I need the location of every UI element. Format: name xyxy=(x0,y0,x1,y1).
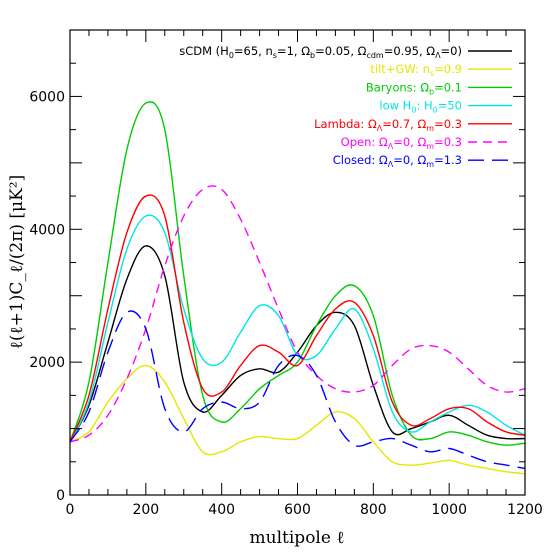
x-tick-label: 600 xyxy=(284,502,311,518)
legend-entry-1: tilt+GW: ns=0.9 xyxy=(370,62,462,78)
x-tick-label: 200 xyxy=(132,502,159,518)
series-line-1 xyxy=(69,364,526,475)
x-tick-label: 1000 xyxy=(431,502,467,518)
x-tick-label: 0 xyxy=(66,502,75,518)
x-tick-label: 1200 xyxy=(507,502,543,518)
legend-entry-6: Closed: ΩΛ=0, Ωm=1.3 xyxy=(333,153,462,169)
y-axis-title: ℓ(ℓ+1)C_ℓ/(2π) [μK²] xyxy=(7,175,27,349)
series-line-0 xyxy=(69,245,526,443)
x-tick-label: 400 xyxy=(208,502,235,518)
series-line-4 xyxy=(69,194,526,443)
axis-ticks: 0 200 400 600 800 1000 1200 0 2000 4000 6000 xyxy=(29,29,543,518)
y-tick-label: 4000 xyxy=(29,222,65,238)
legend-entry-3: low H0: H0=50 xyxy=(379,99,462,115)
series-line-2 xyxy=(69,101,526,446)
y-tick-label: 2000 xyxy=(29,355,65,371)
legend-entry-5: Open: ΩΛ=0, Ωm=0.3 xyxy=(341,135,462,151)
legend-entry-0: sCDM (H0=65, ns=1, Ωb=0.05, Ωcdm=0.95, Ω… xyxy=(179,44,462,60)
legend-entry-2: Baryons: Ωb=0.1 xyxy=(366,80,462,96)
legend-entry-4: Lambda: ΩΛ=0.7, Ωm=0.3 xyxy=(314,117,462,133)
y-tick-label: 0 xyxy=(56,488,65,504)
x-tick-label: 800 xyxy=(360,502,387,518)
series-line-6 xyxy=(69,310,526,470)
plot-marks xyxy=(69,101,526,475)
x-axis-title: multipole ℓ xyxy=(250,528,345,548)
legend: sCDM (H0=65, ns=1, Ωb=0.05, Ωcdm=0.95, Ω… xyxy=(179,44,512,169)
series-line-3 xyxy=(69,214,526,443)
y-tick-label: 6000 xyxy=(29,89,65,105)
